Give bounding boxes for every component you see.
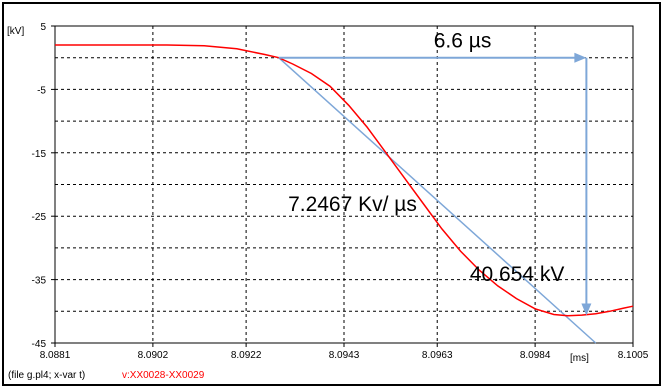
- grid-layer: [55, 26, 633, 343]
- x-tick-label: 8.0963: [422, 350, 453, 361]
- voltage-drop-label: 40.654 kV: [470, 263, 565, 286]
- series-line: [55, 44, 634, 317]
- x-axis-label: [ms]: [570, 353, 589, 364]
- footer-file-info: (file g.pl4; x-var t): [8, 370, 85, 381]
- chart: 6.6 µs 7.2467 Kv/ µs 40.654 kV 8.0881 8.090…: [7, 22, 649, 381]
- time-span-label: 6.6 µs: [434, 30, 492, 53]
- y-tick-label: 5: [40, 22, 46, 33]
- x-tick-label: 8.0881: [40, 350, 71, 361]
- y-axis-label: [kV]: [7, 26, 24, 37]
- y-tick-label: -25: [32, 212, 47, 223]
- y-tick-label: -35: [32, 276, 47, 287]
- series-layer: [55, 44, 634, 344]
- axes-layer: [51, 25, 634, 347]
- y-tick-label: -5: [37, 85, 46, 96]
- footer-variable: v:XX0028-XX0029: [122, 370, 205, 381]
- x-tick-label: 8.1005: [618, 350, 649, 361]
- y-tick-label: -45: [32, 339, 47, 350]
- voltage-drop-arrowhead: [581, 303, 592, 316]
- slope-label: 7.2467 Kv/ µs: [288, 193, 417, 216]
- tick-label-layer: 8.0881 8.0902 8.0922 8.0943 8.0963 8.0984 8.10…: [32, 22, 649, 361]
- x-tick-label: 8.0922: [231, 350, 262, 361]
- chart-frame: 6.6 µs 7.2467 Kv/ µs 40.654 kV 8.0881 8.090…: [2, 2, 661, 386]
- y-tick-label: -15: [32, 149, 47, 160]
- x-tick-label: 8.0902: [138, 350, 169, 361]
- annotation-layer: 6.6 µs 7.2467 Kv/ µs 40.654 kV: [278, 30, 592, 316]
- tangent-line: [278, 57, 597, 344]
- time-span-arrowhead: [574, 52, 587, 63]
- x-tick-label: 8.0984: [520, 350, 551, 361]
- x-tick-label: 8.0943: [329, 350, 360, 361]
